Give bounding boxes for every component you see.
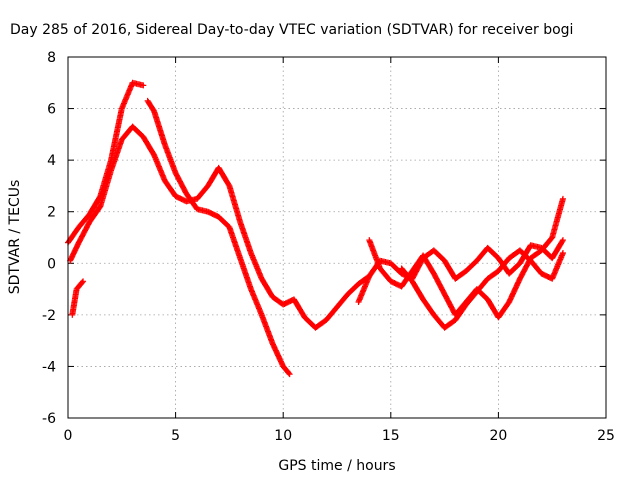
axis-ticks: 0 5 10 15 20 25 -6 -4 -2 0 2 4 6 8 — [42, 50, 615, 444]
y-axis-label: SDTVAR / TECUs — [7, 180, 23, 295]
data-point — [559, 238, 566, 245]
series-track-c — [144, 97, 293, 378]
series-track-f — [355, 237, 566, 305]
series-track-d — [69, 278, 87, 318]
series-track-b — [67, 123, 373, 331]
chart-title: Day 285 of 2016, Sidereal Day-to-day VTE… — [10, 22, 573, 38]
y-tick-label: -4 — [42, 359, 56, 375]
y-tick-label: 2 — [47, 205, 56, 221]
data-point — [285, 370, 292, 377]
data-point — [80, 278, 87, 285]
data-point — [286, 371, 293, 378]
x-tick-label: 25 — [597, 428, 615, 444]
data-point — [79, 279, 86, 286]
x-axis-label: GPS time / hours — [278, 458, 395, 474]
x-tick-label: 5 — [171, 428, 180, 444]
y-tick-label: 8 — [47, 50, 56, 66]
x-tick-label: 15 — [382, 428, 400, 444]
y-tick-label: -6 — [42, 411, 56, 427]
series-track-g — [398, 247, 566, 331]
x-tick-label: 20 — [489, 428, 507, 444]
y-tick-label: 0 — [47, 256, 56, 272]
x-tick-label: 10 — [274, 428, 292, 444]
data-point — [559, 249, 566, 256]
x-tick-label: 0 — [64, 428, 73, 444]
series-track-a — [65, 79, 147, 246]
y-tick-label: -2 — [42, 308, 56, 324]
data-point — [559, 237, 566, 244]
data-marks — [65, 79, 566, 378]
data-point — [559, 195, 566, 202]
y-tick-label: 4 — [47, 153, 56, 169]
y-tick-label: 6 — [47, 102, 56, 118]
plot-frame — [67, 56, 607, 419]
grid-lines — [68, 57, 606, 418]
data-point — [140, 82, 147, 89]
